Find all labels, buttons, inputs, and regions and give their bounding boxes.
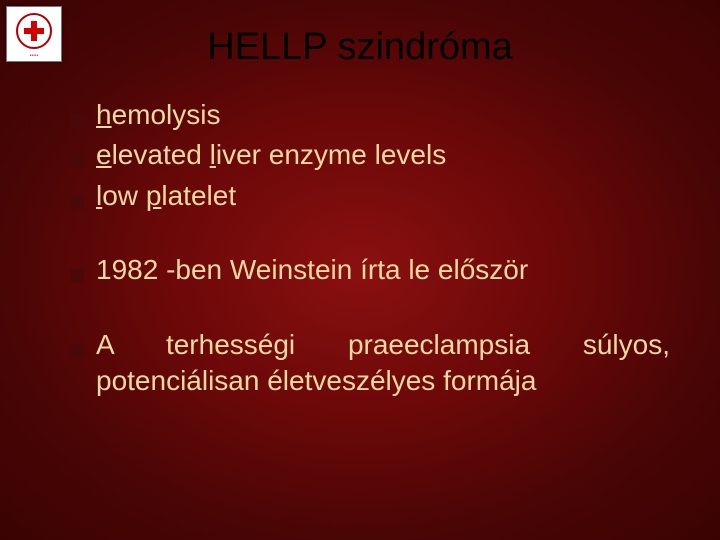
bullet-item-2: elevated liver enzyme levels <box>70 137 670 173</box>
bullet-icon <box>70 154 84 168</box>
slide-title: HELLP szindróma <box>0 0 720 97</box>
bullet-text: low platelet <box>96 178 236 214</box>
bullet-item-4: 1982 -ben Weinstein írta le először <box>70 252 670 288</box>
bullet-text: elevated liver enzyme levels <box>96 137 446 173</box>
bullet-item-3: low platelet <box>70 178 670 214</box>
bullet-icon <box>70 344 84 358</box>
svg-text:•••••: ••••• <box>30 54 39 59</box>
bullet-item-1: hemolysis <box>70 97 670 133</box>
medical-cross-logo: ••••• <box>6 6 62 62</box>
bullet-icon <box>70 114 84 128</box>
slide-content: hemolysis elevated liver enzyme levels l… <box>0 97 720 399</box>
bullet-item-5: A terhességi praeeclampsia súlyos, poten… <box>70 327 670 400</box>
bullet-text: 1982 -ben Weinstein írta le először <box>96 252 528 288</box>
bullet-icon <box>70 269 84 283</box>
bullet-text: hemolysis <box>96 97 221 133</box>
bullet-icon <box>70 195 84 209</box>
bullet-text: A terhességi praeeclampsia súlyos, poten… <box>96 327 670 400</box>
